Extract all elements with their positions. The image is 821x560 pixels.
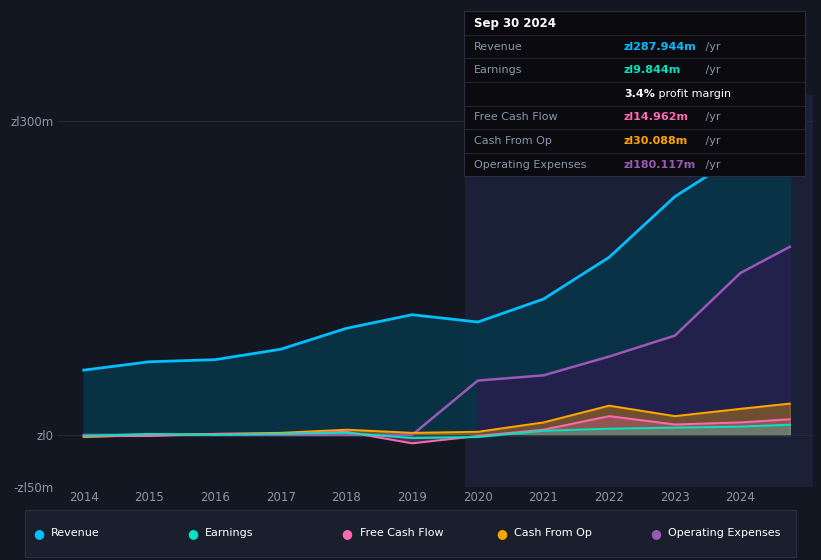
Text: zl14.962m: zl14.962m	[624, 113, 689, 123]
Bar	[465, 95, 813, 487]
Text: ●: ●	[650, 527, 661, 540]
Text: Cash From Op: Cash From Op	[514, 529, 592, 538]
Text: Cash From Op: Cash From Op	[474, 136, 552, 146]
Text: Free Cash Flow: Free Cash Flow	[360, 529, 443, 538]
Text: ●: ●	[33, 527, 44, 540]
Text: 3.4%: 3.4%	[624, 89, 655, 99]
Text: Earnings: Earnings	[474, 65, 522, 75]
Text: Free Cash Flow: Free Cash Flow	[474, 113, 557, 123]
Text: Earnings: Earnings	[205, 529, 254, 538]
Text: Operating Expenses: Operating Expenses	[474, 160, 586, 170]
Text: Sep 30 2024: Sep 30 2024	[474, 16, 556, 30]
Text: Revenue: Revenue	[51, 529, 99, 538]
Text: zl30.088m: zl30.088m	[624, 136, 688, 146]
Text: profit margin: profit margin	[655, 89, 732, 99]
Text: Operating Expenses: Operating Expenses	[668, 529, 781, 538]
Text: /yr: /yr	[702, 65, 721, 75]
Text: zl9.844m: zl9.844m	[624, 65, 681, 75]
Text: zl180.117m: zl180.117m	[624, 160, 696, 170]
Text: /yr: /yr	[702, 41, 721, 52]
Text: Revenue: Revenue	[474, 41, 522, 52]
Text: ●: ●	[342, 527, 352, 540]
Text: /yr: /yr	[702, 136, 721, 146]
Text: zl287.944m: zl287.944m	[624, 41, 697, 52]
Text: ●: ●	[496, 527, 507, 540]
Text: ●: ●	[187, 527, 198, 540]
Text: /yr: /yr	[702, 160, 721, 170]
Text: /yr: /yr	[702, 113, 721, 123]
